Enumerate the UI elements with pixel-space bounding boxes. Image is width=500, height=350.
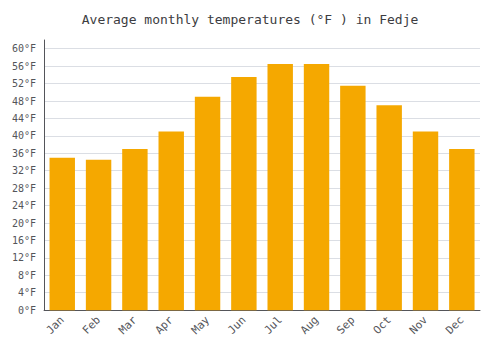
svg-text:Oct: Oct bbox=[371, 314, 394, 337]
svg-text:32°F: 32°F bbox=[12, 165, 36, 176]
svg-text:Jul: Jul bbox=[262, 314, 285, 337]
svg-text:May: May bbox=[189, 313, 212, 336]
svg-text:16°F: 16°F bbox=[12, 235, 36, 246]
svg-text:Feb: Feb bbox=[80, 314, 103, 337]
svg-text:56°F: 56°F bbox=[12, 61, 36, 72]
svg-text:Sep: Sep bbox=[334, 314, 357, 337]
svg-text:0°F: 0°F bbox=[18, 305, 36, 316]
svg-text:Dec: Dec bbox=[443, 314, 466, 337]
svg-text:40°F: 40°F bbox=[12, 130, 36, 141]
svg-text:44°F: 44°F bbox=[12, 113, 36, 124]
svg-text:52°F: 52°F bbox=[12, 78, 36, 89]
svg-text:Mar: Mar bbox=[116, 313, 139, 336]
svg-text:20°F: 20°F bbox=[12, 218, 36, 229]
svg-text:Nov: Nov bbox=[407, 313, 430, 336]
svg-text:Average monthly temperatures (: Average monthly temperatures (°F ) in Fe… bbox=[82, 12, 419, 27]
svg-text:12°F: 12°F bbox=[12, 252, 36, 263]
svg-text:36°F: 36°F bbox=[12, 148, 36, 159]
svg-text:Jan: Jan bbox=[44, 314, 67, 337]
svg-text:Jun: Jun bbox=[225, 314, 248, 337]
svg-text:8°F: 8°F bbox=[18, 270, 36, 281]
svg-text:48°F: 48°F bbox=[12, 96, 36, 107]
svg-text:24°F: 24°F bbox=[12, 200, 36, 211]
svg-text:60°F: 60°F bbox=[12, 43, 36, 54]
svg-text:Apr: Apr bbox=[153, 313, 176, 336]
svg-text:4°F: 4°F bbox=[18, 287, 36, 298]
svg-text:Aug: Aug bbox=[298, 314, 321, 337]
svg-text:28°F: 28°F bbox=[12, 183, 36, 194]
